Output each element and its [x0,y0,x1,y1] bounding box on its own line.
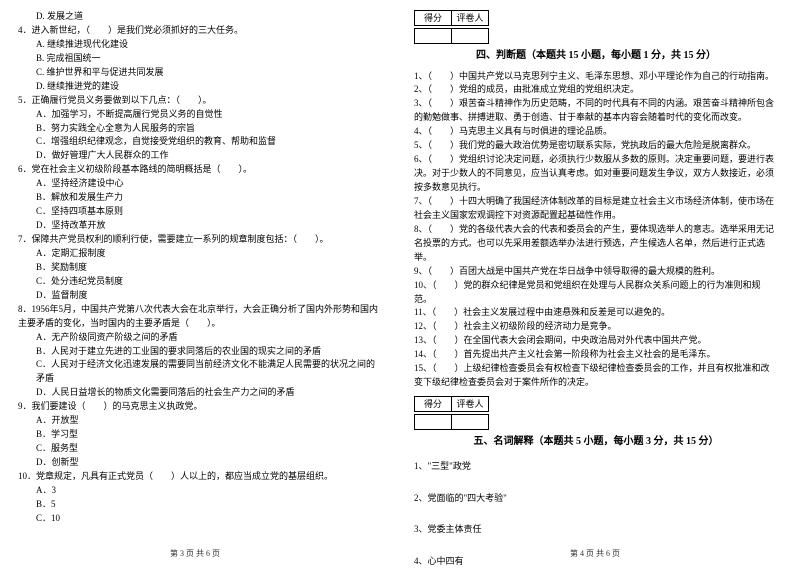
option: A．3 [18,484,382,498]
option: B．5 [18,498,382,512]
score-box: 得分 评卷人 [414,10,778,26]
judge-1: 1、（ ）中国共产党以马克思列宁主义、毛泽东思想、邓小平理论作为自己的行动指南。 [414,70,778,84]
grader-blank [452,414,489,430]
question-5: 5．正确履行党员义务要做到以下几点：（ ）。 [18,94,382,108]
score-label: 得分 [414,396,452,412]
judge-7: 7、（ ）十四大明确了我国经济体制改革的目标是建立社会主义市场经济体制，使市场在… [414,195,778,223]
term-3: 3、党委主体责任 [414,523,778,537]
option: B．奖励制度 [18,261,382,275]
question-9: 9．我们要建设（ ）的马克思主义执政党。 [18,400,382,414]
option: D．做好管理广大人民群众的工作 [18,149,382,163]
option: D. 发展之道 [18,10,382,24]
grader-label: 评卷人 [452,10,489,26]
judge-2: 2、（ ）党组的成员，由批准成立党组的党组织决定。 [414,83,778,97]
option: A．加强学习，不断提高履行党员义务的自觉性 [18,108,382,122]
judge-6: 6、（ ）党组织讨论决定问题，必须执行少数服从多数的原则。决定重要问题，要进行表… [414,153,778,195]
question-10: 10．党章规定，凡具有正式党员（ ）人以上的，都应当成立党的基层组织。 [18,470,382,484]
option: D. 继续推进党的建设 [18,80,382,94]
term-1: 1、"三型"政党 [414,460,778,474]
score-box-2: 得分 评卷人 [414,396,778,412]
question-7: 7．保障共产党员权利的顺利行使，需要建立一系列的规章制度包括：（ ）。 [18,233,382,247]
option: C. 维护世界和平与促进共同发展 [18,66,382,80]
option: C．增强组织纪律观念，自觉接受党组织的教育、帮助和监督 [18,135,382,149]
option: A．定期汇报制度 [18,247,382,261]
judge-8: 8、（ ）党的各级代表大会的代表和委员会的产生，要体现选举人的意志。选举采用无记… [414,223,778,265]
judge-4: 4、（ ）马克思主义具有与时俱进的理论品质。 [414,125,778,139]
option: B．努力实践全心全意为人民服务的宗旨 [18,122,382,136]
option: A．坚持经济建设中心 [18,177,382,191]
question-4: 4．进入新世纪，（ ）是我们党必须抓好的三大任务。 [18,24,382,38]
option: A. 继续推进现代化建设 [18,38,382,52]
question-6: 6．党在社会主义初级阶段基本路线的简明概括是（ ）。 [18,163,382,177]
judge-13: 13、（ ）在全国代表大会闭会期间，中央政治局对外代表中国共产党。 [414,334,778,348]
grader-blank [452,28,489,44]
judge-12: 12、（ ）社会主义初级阶段的经济动力是竞争。 [414,320,778,334]
option: D．坚持改革开放 [18,219,382,233]
right-column: 得分 评卷人 四、判断题（本题共 15 小题，每小题 1 分，共 15 分） 1… [400,0,800,565]
option: D．创新型 [18,456,382,470]
option: C．人民对于经济文化迅速发展的需要同当前经济文化不能满足人民需要的状况之间的矛盾 [18,358,382,386]
score-box-row2 [414,28,778,44]
judge-3: 3、（ ）艰苦奋斗精神作为历史范畴，不同的时代具有不同的内涵。艰苦奋斗精神所包含… [414,97,778,125]
section-5-title: 五、名词解释（本题共 5 小题，每小题 3 分，共 15 分） [414,434,778,450]
option: B．解放和发展生产力 [18,191,382,205]
option: C．处分违纪党员制度 [18,275,382,289]
score-box-2-row2 [414,414,778,430]
option: A．无产阶级同资产阶级之间的矛盾 [18,331,382,345]
judge-15: 15、（ ）上级纪律检查委员会有权检查下级纪律检查委员会的工作，并且有权批准和改… [414,362,778,390]
judge-9: 9、（ ）百团大战是中国共产党在华日战争中领导取得的最大规模的胜利。 [414,265,778,279]
question-8: 8．1956年5月，中国共产党第八次代表大会在北京举行，大会正确分析了国内外形势… [18,303,382,331]
judge-10: 10、（ ）党的群众纪律是党员和党组织在处理与人民群众关系问题上的行为准则和规范… [414,279,778,307]
section-4-title: 四、判断题（本题共 15 小题，每小题 1 分，共 15 分） [414,48,778,64]
option: D．监督制度 [18,289,382,303]
score-label: 得分 [414,10,452,26]
option: B. 完成祖国统一 [18,52,382,66]
left-column: D. 发展之道 4．进入新世纪，（ ）是我们党必须抓好的三大任务。 A. 继续推… [0,0,400,565]
grader-label: 评卷人 [452,396,489,412]
option: D．人民日益增长的物质文化需要同落后的社会生产力之间的矛盾 [18,386,382,400]
judge-5: 5、（ ）我们党的最大政治优势是密切联系实际，党执政后的最大危险是脱离群众。 [414,139,778,153]
judge-11: 11、（ ）社会主义发展过程中由速悬殊和反差是可以避免的。 [414,306,778,320]
option: B．人民对于建立先进的工业国的要求同落后的农业国的现实之间的矛盾 [18,345,382,359]
score-blank [414,28,452,44]
option: C．10 [18,512,382,526]
judge-14: 14、（ ）首先提出共产主义社会第一阶段称为社会主义社会的是毛泽东。 [414,348,778,362]
option: C．坚持四项基本原则 [18,205,382,219]
score-blank [414,414,452,430]
term-2: 2、党面临的"四大考验" [414,492,778,506]
page-container: D. 发展之道 4．进入新世纪，（ ）是我们党必须抓好的三大任务。 A. 继续推… [0,0,800,565]
footer-right: 第 4 页 共 6 页 [570,548,620,559]
option: C．服务型 [18,442,382,456]
footer-left: 第 3 页 共 6 页 [170,548,220,559]
option: A．开放型 [18,414,382,428]
option: B．学习型 [18,428,382,442]
